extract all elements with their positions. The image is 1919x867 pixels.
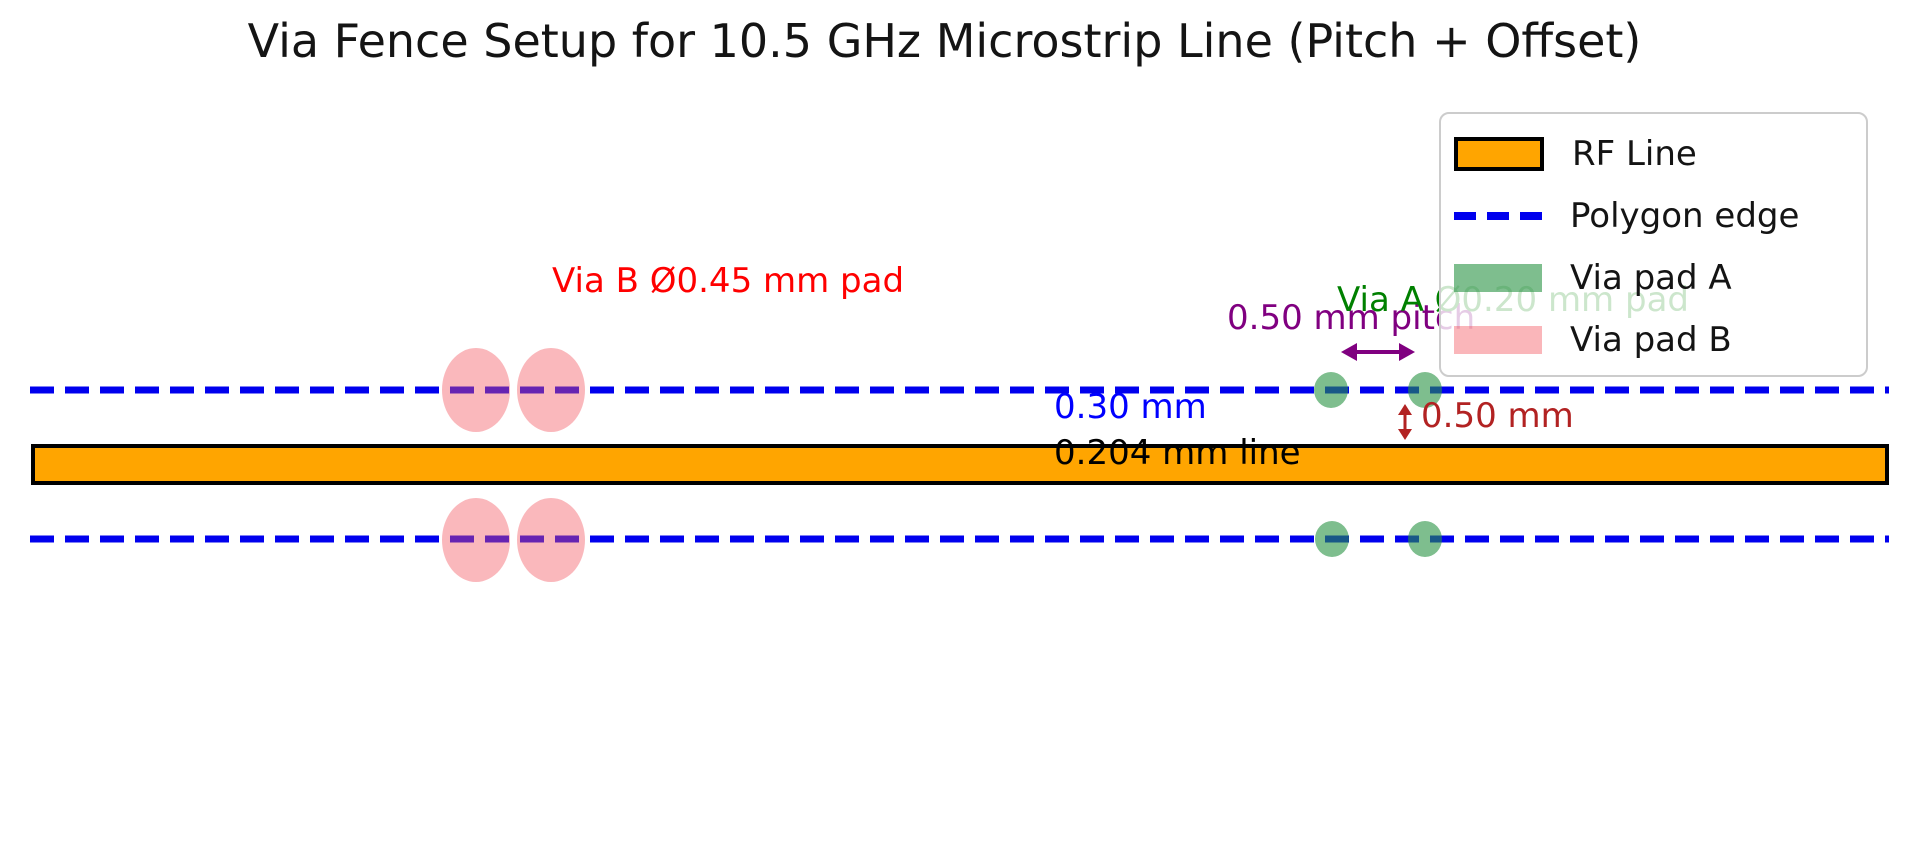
legend-label: Polygon edge (1570, 196, 1800, 236)
annotation-pitch: 0.50 mm pitch (1227, 298, 1476, 338)
via-pad-b (442, 348, 510, 432)
legend: RF Line Polygon edge Via pad A Via pad B (1439, 112, 1868, 377)
via-pad-b-group (442, 348, 585, 582)
offset-arrow (1398, 404, 1412, 440)
legend-label: Via pad A (1570, 258, 1732, 298)
legend-label: Via pad B (1570, 320, 1732, 360)
rf-line-swatch (1454, 137, 1544, 171)
legend-item-via-pad-a: Via pad A (1441, 247, 1866, 309)
via-pad-a (1408, 372, 1442, 408)
via-pad-b (517, 498, 585, 582)
via-pad-a (1408, 521, 1442, 557)
via-pad-a (1314, 372, 1348, 408)
annotation-via-b-pad: Via B Ø0.45 mm pad (552, 261, 905, 301)
via-pad-a-swatch (1454, 264, 1542, 292)
legend-item-polygon-edge: Polygon edge (1441, 185, 1866, 247)
figure-title: Via Fence Setup for 10.5 GHz Microstrip … (247, 14, 1642, 68)
legend-item-via-pad-b: Via pad B (1441, 309, 1866, 371)
annotation-line-width: 0.204 mm line (1054, 433, 1301, 473)
legend-item-rf-line: RF Line (1441, 123, 1866, 185)
via-pad-b (442, 498, 510, 582)
via-pad-b (517, 348, 585, 432)
via-pad-a (1315, 521, 1349, 557)
via-pad-a-group (1314, 372, 1442, 557)
polygon-edge-swatch (1454, 212, 1542, 220)
pitch-arrow (1341, 343, 1415, 361)
rf-line-bar (31, 444, 1889, 485)
annotation-edge-offset: 0.30 mm (1054, 387, 1207, 427)
via-pad-b-swatch (1454, 326, 1542, 354)
legend-label: RF Line (1572, 134, 1697, 174)
annotation-fence-offset: 0.50 mm (1421, 396, 1574, 436)
